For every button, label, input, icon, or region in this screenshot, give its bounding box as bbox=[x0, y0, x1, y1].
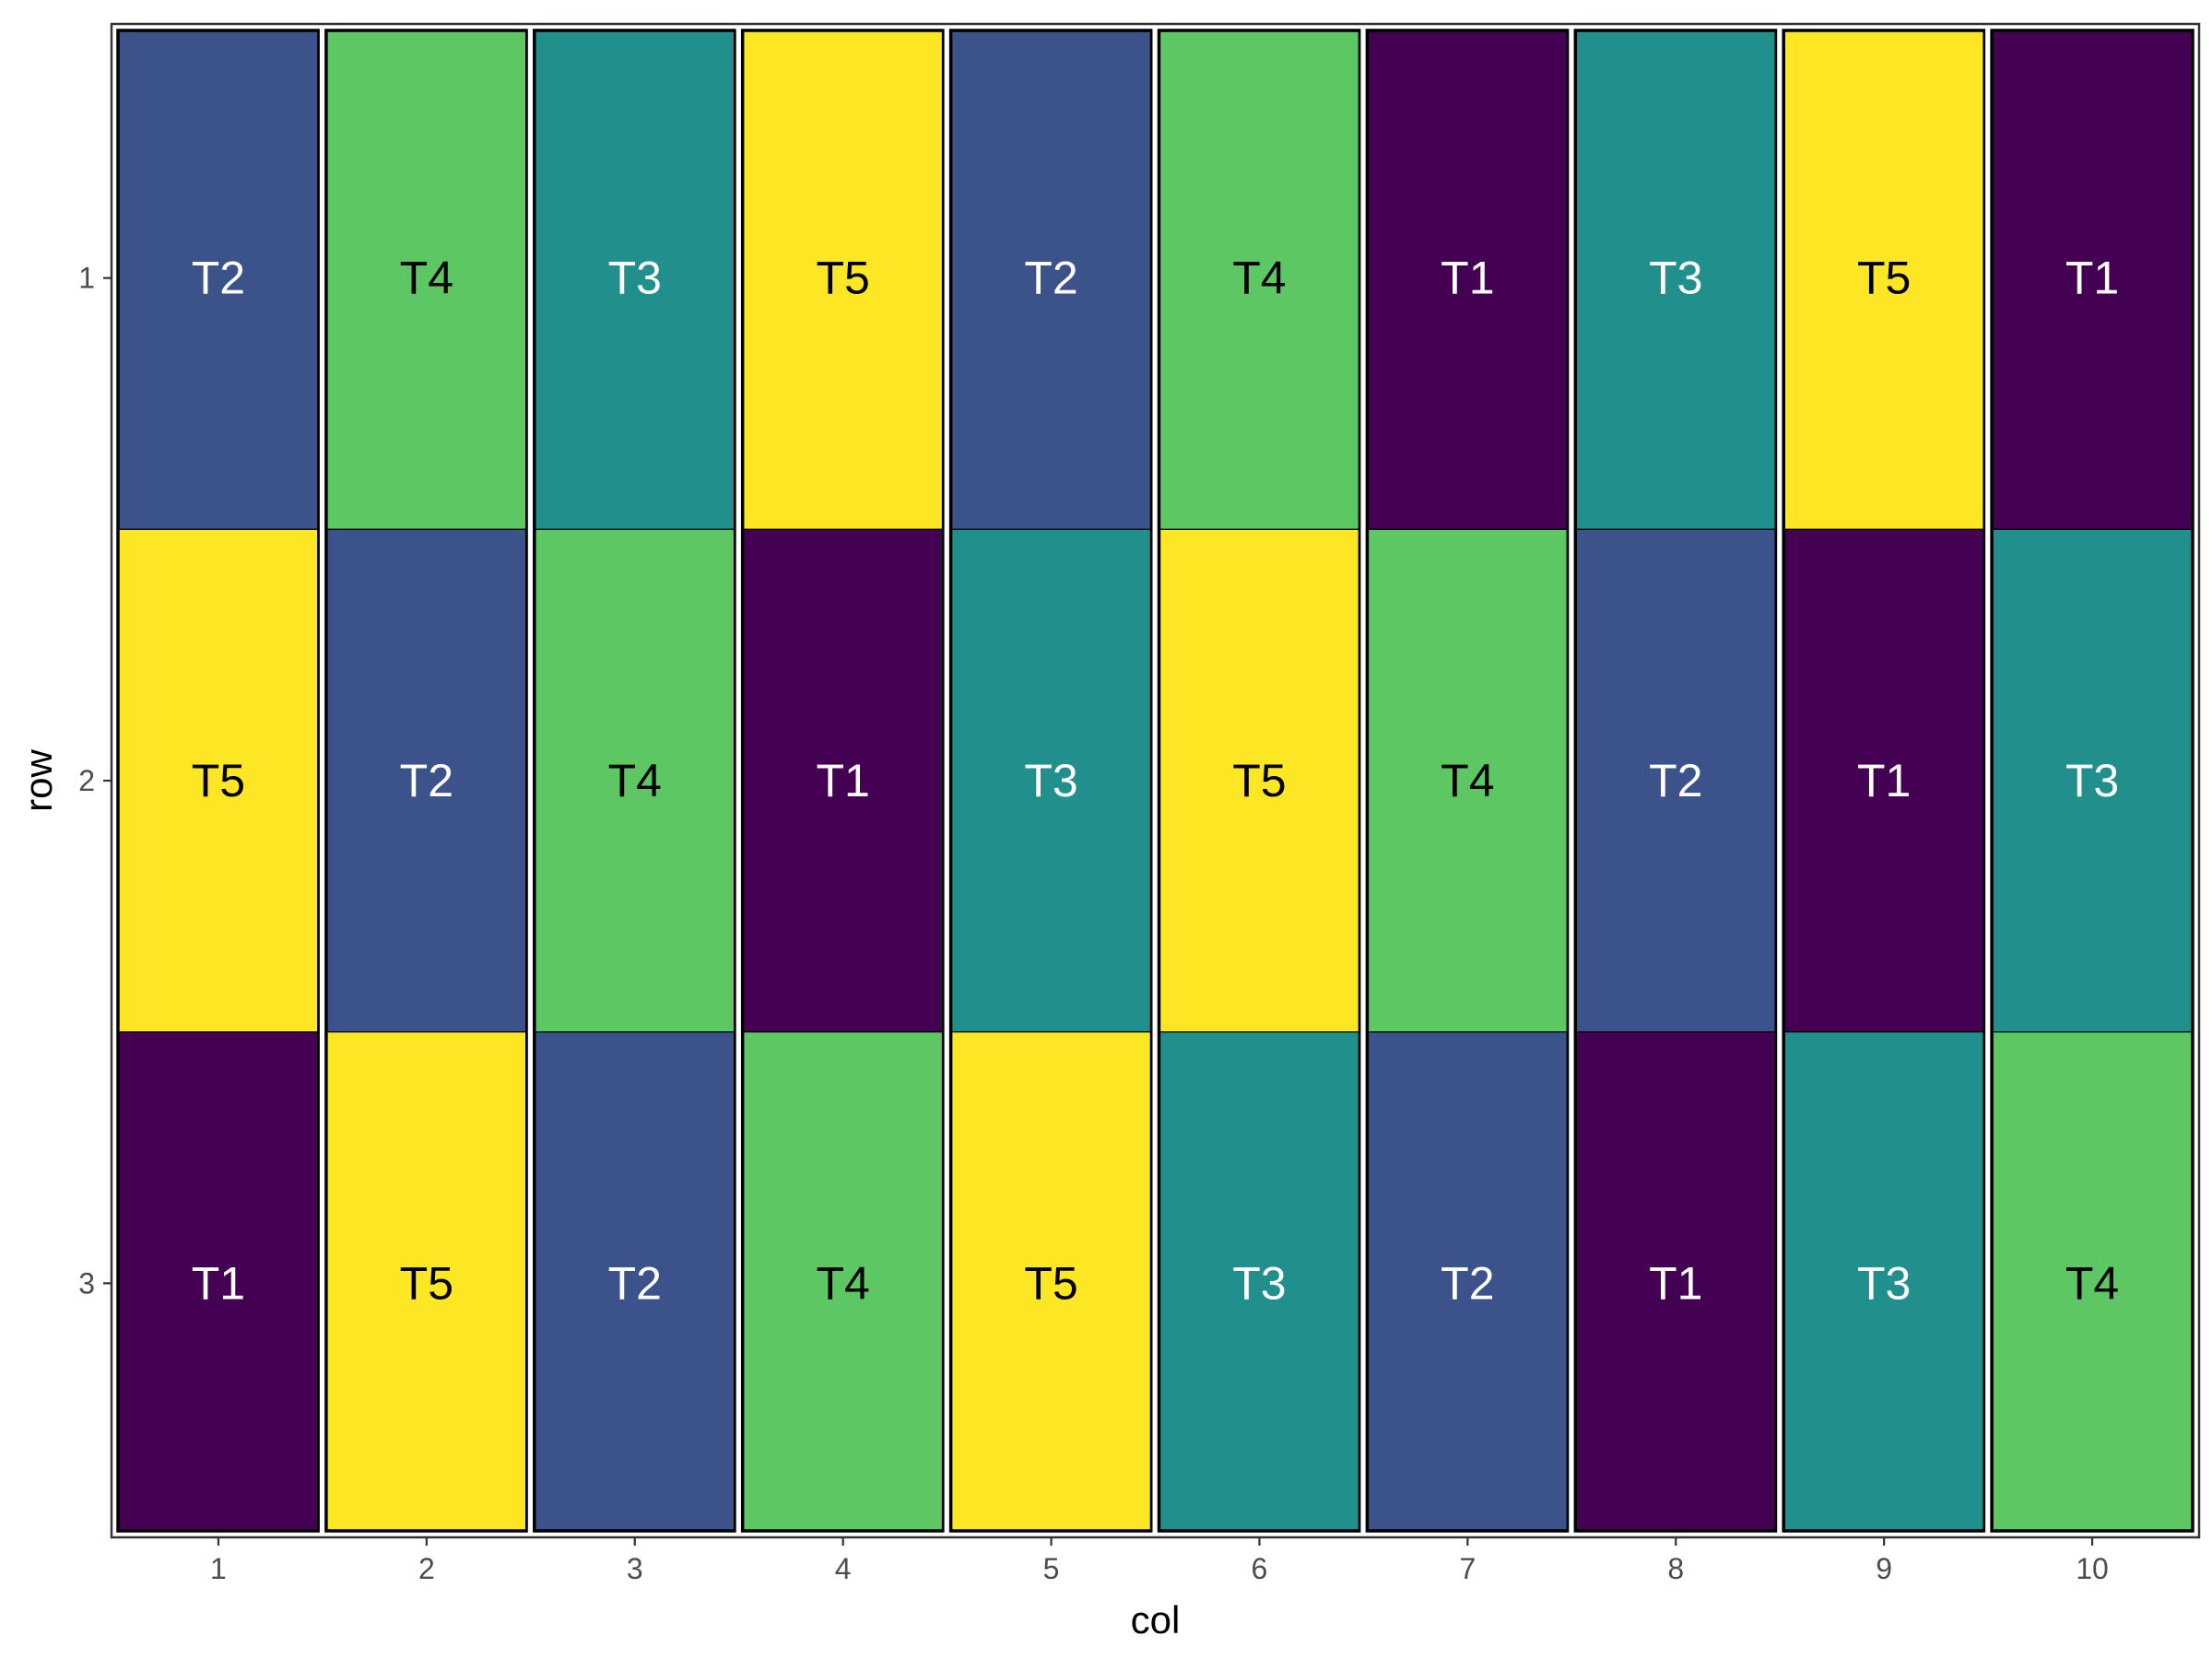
cell-r1-c4 bbox=[738, 26, 948, 530]
block-outline-c2 bbox=[324, 29, 529, 1533]
cell-label-r2-c10: T3 bbox=[2065, 755, 2119, 806]
cell-label-r2-c5: T3 bbox=[1024, 755, 1077, 806]
cell-r2-c3 bbox=[530, 528, 740, 1033]
cell-r2-c9 bbox=[1779, 528, 1989, 1033]
cell-r1-c3 bbox=[530, 26, 740, 530]
x-tick-label: 3 bbox=[627, 1552, 643, 1585]
block-gap-c10 bbox=[1985, 24, 2200, 1537]
cell-label-r3-c3: T2 bbox=[608, 1257, 662, 1309]
x-tick-label: 2 bbox=[418, 1552, 435, 1585]
cell-label-r1-c8: T3 bbox=[1649, 253, 1702, 304]
x-axis: 1 2 3 4 5 6 7 8 9 10 bbox=[210, 1537, 2109, 1585]
cell-r2-c8 bbox=[1571, 528, 1781, 1033]
x-tick-label: 9 bbox=[1876, 1552, 1892, 1585]
cell-label-r3-c7: T2 bbox=[1441, 1257, 1494, 1309]
x-tick-label: 10 bbox=[2076, 1552, 2109, 1585]
x-tick-label: 1 bbox=[210, 1552, 227, 1585]
block-outline-c10 bbox=[1990, 29, 2194, 1533]
block-outline-c3 bbox=[533, 29, 737, 1533]
cell-r2-c7 bbox=[1362, 528, 1572, 1033]
cell-label-r2-c4: T1 bbox=[816, 755, 869, 806]
x-tick-label: 5 bbox=[1043, 1552, 1060, 1585]
y-axis: 1 2 3 bbox=[78, 262, 112, 1300]
cell-r2-c5 bbox=[946, 528, 1157, 1033]
block-outline-c1 bbox=[116, 29, 321, 1533]
cell-label-r2-c9: T1 bbox=[1857, 755, 1911, 806]
cell-label-r1-c7: T1 bbox=[1441, 253, 1494, 304]
cell-r2-c4 bbox=[738, 528, 948, 1033]
cell-label-r2-c8: T2 bbox=[1649, 755, 1702, 806]
block-outline-c8 bbox=[1573, 29, 1778, 1533]
cell-label-r1-c4: T5 bbox=[816, 253, 869, 304]
x-axis-title: col bbox=[1131, 1598, 1181, 1641]
cell-label-r3-c1: T1 bbox=[192, 1257, 245, 1309]
cell-r3-c9 bbox=[1779, 1031, 1989, 1535]
y-tick-label: 2 bbox=[78, 764, 95, 797]
cell-r2-c6 bbox=[1154, 528, 1364, 1033]
cell-label-r3-c4: T4 bbox=[816, 1257, 869, 1309]
cell-r3-c1 bbox=[113, 1031, 324, 1535]
y-axis-title: row bbox=[17, 748, 60, 811]
cell-label-r2-c3: T4 bbox=[608, 755, 662, 806]
cell-label-r3-c2: T5 bbox=[400, 1257, 453, 1309]
cell-label-r2-c1: T5 bbox=[192, 755, 245, 806]
cell-r1-c9 bbox=[1779, 26, 1989, 530]
block-outline-c4 bbox=[740, 29, 946, 1533]
cell-label-r3-c10: T4 bbox=[2065, 1257, 2119, 1309]
cell-label-r1-c9: T5 bbox=[1857, 253, 1911, 304]
cell-r1-c6 bbox=[1154, 26, 1364, 530]
cell-label-r1-c3: T3 bbox=[608, 253, 662, 304]
cell-r1-c7 bbox=[1362, 26, 1572, 530]
cell-label-r2-c6: T5 bbox=[1232, 755, 1286, 806]
cell-r2-c2 bbox=[322, 528, 532, 1033]
x-tick-label: 6 bbox=[1252, 1552, 1268, 1585]
block-outlines bbox=[112, 24, 2200, 1537]
block-outline-c6 bbox=[1157, 29, 1362, 1533]
cell-label-r3-c6: T3 bbox=[1232, 1257, 1286, 1309]
cell-r3-c2 bbox=[322, 1031, 532, 1535]
cell-r3-c7 bbox=[1362, 1031, 1572, 1535]
cell-r2-c1 bbox=[113, 528, 324, 1033]
cell-label-r3-c9: T3 bbox=[1857, 1257, 1911, 1309]
cell-label-r1-c10: T1 bbox=[2065, 253, 2119, 304]
block-outline-c7 bbox=[1365, 29, 1571, 1533]
cell-label-r1-c5: T2 bbox=[1024, 253, 1077, 304]
cell-r1-c1 bbox=[113, 26, 324, 530]
cell-r3-c10 bbox=[1987, 1031, 2197, 1535]
block-outline-c5 bbox=[948, 29, 1154, 1533]
y-tick-label: 1 bbox=[78, 262, 95, 295]
cell-r1-c8 bbox=[1571, 26, 1781, 530]
cell-r3-c8 bbox=[1571, 1031, 1781, 1535]
cell-label-r1-c1: T2 bbox=[192, 253, 245, 304]
cell-label-r2-c2: T2 bbox=[400, 755, 453, 806]
block-outline-c9 bbox=[1782, 29, 1986, 1533]
cell-r3-c4 bbox=[738, 1031, 948, 1535]
cell-label-r1-c2: T4 bbox=[400, 253, 453, 304]
y-tick-label: 3 bbox=[78, 1266, 95, 1300]
cell-label-r1-c6: T4 bbox=[1232, 253, 1286, 304]
cell-label-r3-c8: T1 bbox=[1649, 1257, 1702, 1309]
cell-r3-c3 bbox=[530, 1031, 740, 1535]
cell-label-r2-c7: T4 bbox=[1441, 755, 1494, 806]
cell-r3-c5 bbox=[946, 1031, 1157, 1535]
x-tick-label: 8 bbox=[1667, 1552, 1684, 1585]
cells-layer: T2 T4 T3 T5 T2 T4 T1 T3 T5 T1 T5 T2 T4 T1 T3 T5 T4 T2 T1 T3… bbox=[113, 26, 2197, 1535]
cell-label-r3-c5: T5 bbox=[1024, 1257, 1077, 1309]
x-tick-label: 4 bbox=[835, 1552, 852, 1585]
cell-r1-c5 bbox=[946, 26, 1157, 530]
x-tick-label: 7 bbox=[1459, 1552, 1476, 1585]
